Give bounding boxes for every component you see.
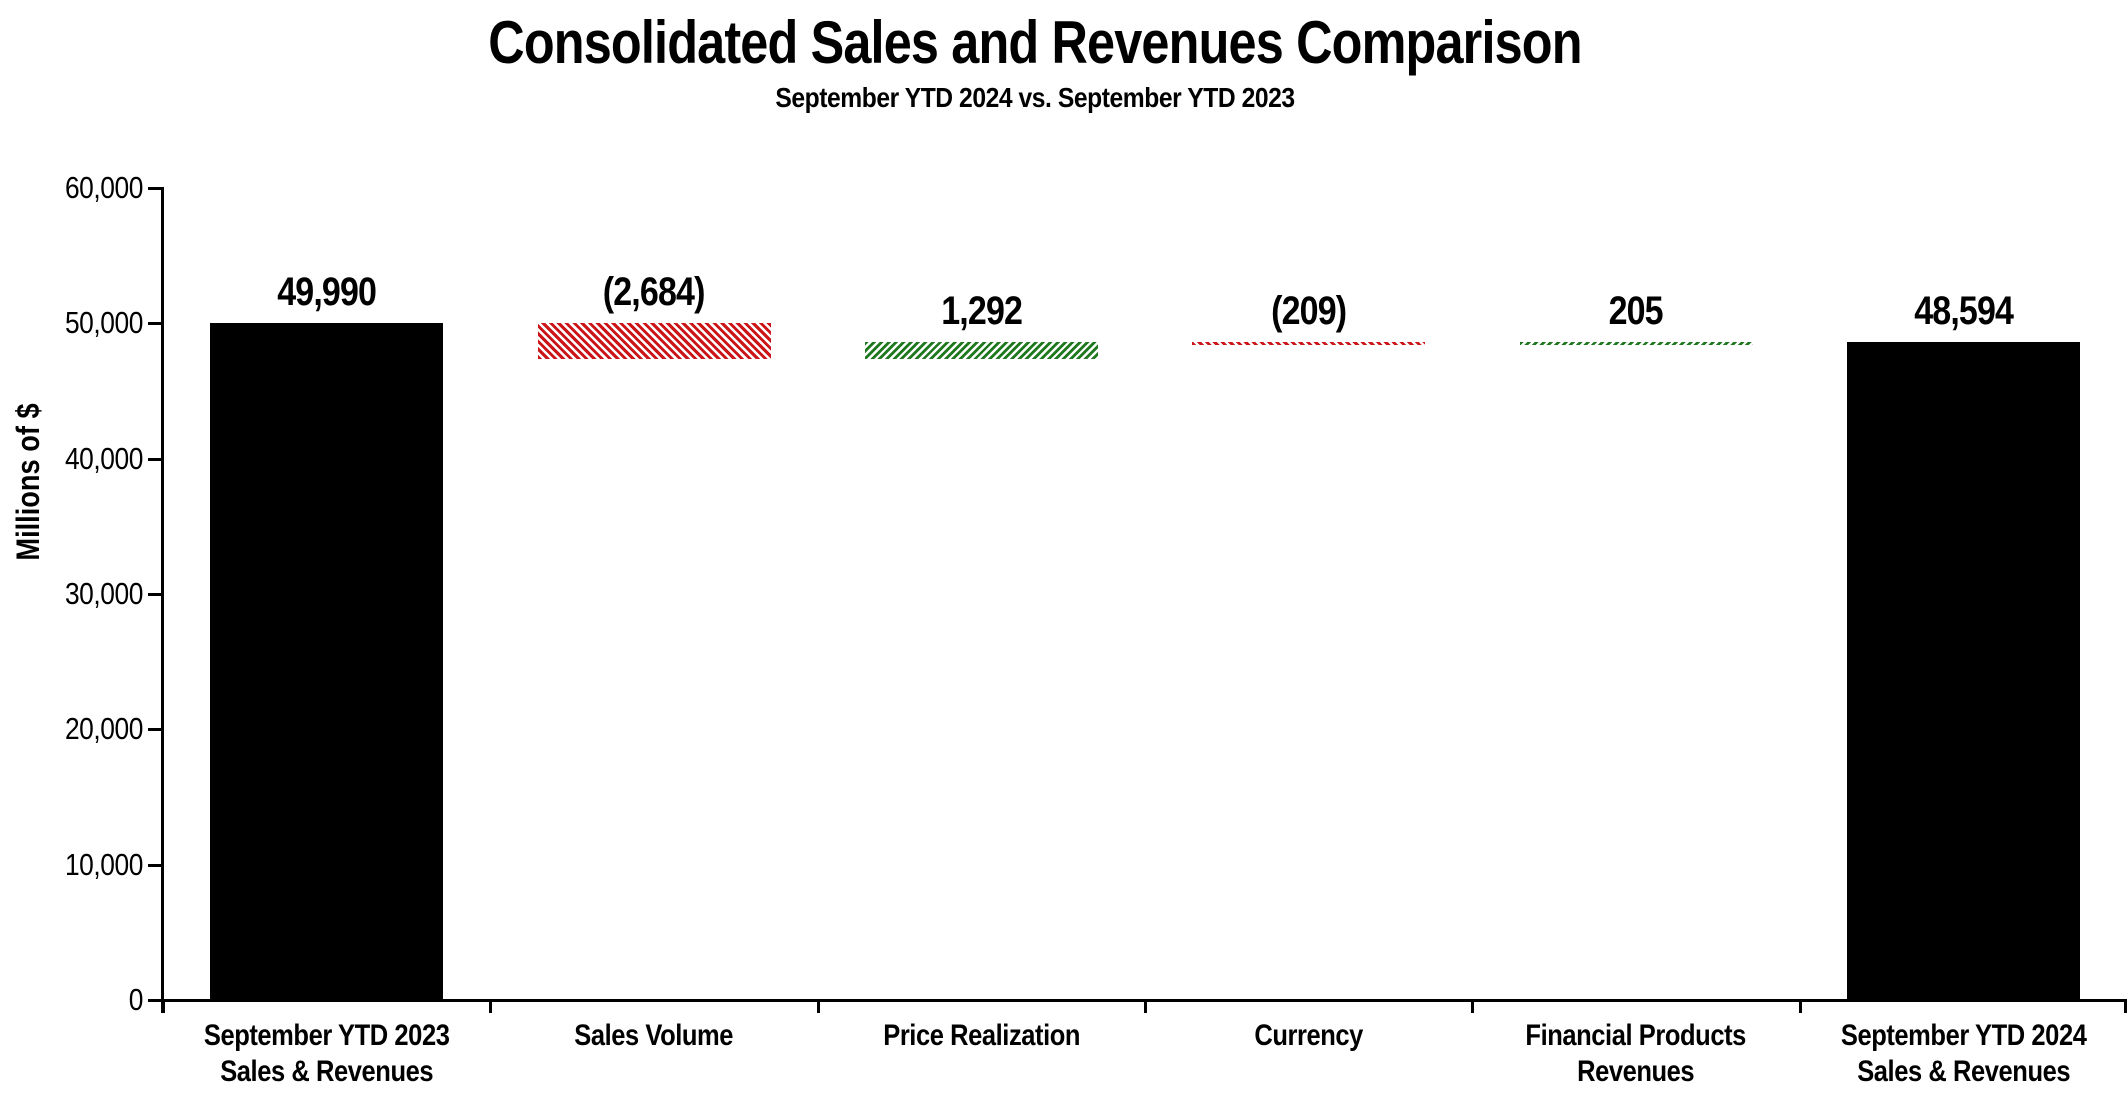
chart-title: Consolidated Sales and Revenues Comparis… <box>488 9 1582 76</box>
x-tick <box>162 1000 165 1013</box>
category-label-september-ytd-2024-sales-revenues: September YTD 2024 Sales & Revenues <box>1824 1018 2102 1090</box>
bar-sales-volume <box>537 323 771 360</box>
category-label-line: Currency <box>1254 1019 1363 1052</box>
y-tick <box>148 593 161 596</box>
x-tick <box>816 1000 820 1013</box>
y-tick <box>148 187 161 190</box>
y-tick-label: 60,000 <box>64 170 143 205</box>
x-tick <box>489 1000 493 1013</box>
category-label-line: Revenues <box>1577 1055 1695 1088</box>
y-tick <box>148 322 161 326</box>
category-label-price-realization: Price Realization <box>842 1018 1120 1054</box>
value-label-september-ytd-2023-sales-revenues: 49,990 <box>277 270 377 315</box>
y-tick <box>148 863 161 867</box>
x-tick <box>1798 1000 1802 1013</box>
y-tick-label: 20,000 <box>64 711 143 747</box>
category-label-line: Sales Volume <box>574 1019 734 1052</box>
value-label-sales-volume: (2,684) <box>603 270 706 315</box>
category-label-currency: Currency <box>1170 1018 1448 1054</box>
x-tick <box>1144 1000 1147 1013</box>
bar-price-realization <box>864 342 1098 360</box>
y-tick <box>148 457 161 461</box>
category-label-financial-products-revenues: Financial Products Revenues <box>1497 1018 1775 1090</box>
category-label-line: September YTD 2024 <box>1840 1019 2087 1052</box>
value-label-price-realization: 1,292 <box>940 289 1023 334</box>
bar-currency <box>1192 342 1426 346</box>
y-tick-label: 30,000 <box>64 576 143 611</box>
category-label-line: Sales & Revenues <box>220 1055 434 1088</box>
value-label-financial-products-revenues: 205 <box>1608 289 1664 334</box>
category-label-september-ytd-2023-sales-revenues: September YTD 2023 Sales & Revenues <box>188 1018 466 1090</box>
x-tick <box>1471 1000 1475 1013</box>
y-axis-line <box>161 187 164 1013</box>
y-tick-label: 0 <box>128 982 144 1017</box>
y-tick <box>148 999 161 1002</box>
bar-september-ytd-2024-sales-revenues <box>1846 342 2080 1001</box>
chart-subtitle: September YTD 2024 vs. September YTD 202… <box>775 82 1295 113</box>
category-label-line: Financial Products <box>1525 1019 1747 1052</box>
category-label-line: Price Realization <box>882 1019 1080 1052</box>
value-label-september-ytd-2024-sales-revenues: 48,594 <box>1913 289 2014 334</box>
y-tick-label: 50,000 <box>64 305 143 341</box>
y-tick-label: 40,000 <box>64 440 143 476</box>
y-tick-label: 10,000 <box>64 846 143 882</box>
category-label-line: September YTD 2023 <box>203 1019 450 1052</box>
y-tick <box>148 728 161 732</box>
bar-financial-products-revenues <box>1519 342 1753 346</box>
value-label-currency: (209) <box>1271 289 1347 334</box>
category-label-line: Sales & Revenues <box>1856 1055 2070 1088</box>
bar-september-ytd-2023-sales-revenues <box>210 323 444 1001</box>
x-tick <box>2124 1000 2127 1013</box>
category-label-sales-volume: Sales Volume <box>515 1018 793 1054</box>
